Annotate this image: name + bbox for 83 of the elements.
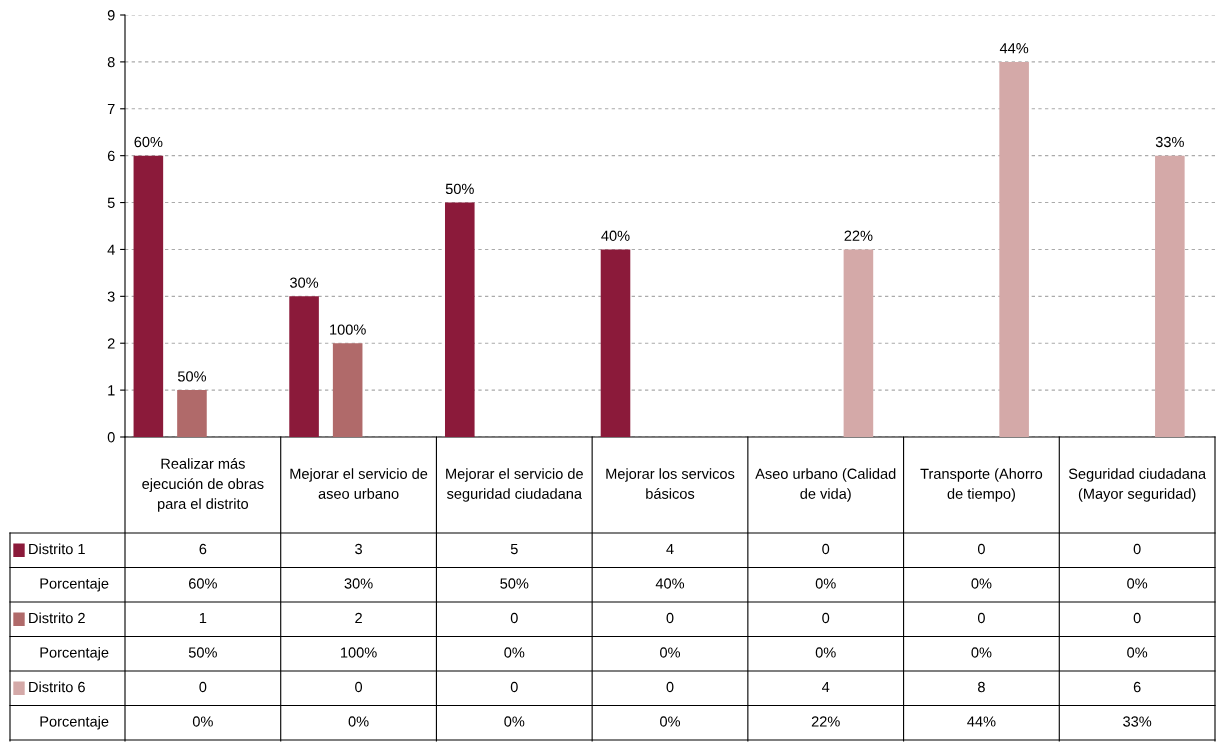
data-label: 0 <box>822 612 830 624</box>
data-label: 0 <box>199 681 207 693</box>
x-tick-label: Transporte (Ahorro de tiempo) <box>920 468 1043 502</box>
annotation: 50% <box>445 183 474 195</box>
data-label: 2 <box>355 612 362 624</box>
text: Porcentaje <box>40 646 109 661</box>
text: 0% <box>660 716 681 727</box>
annotation: 60% <box>134 136 163 148</box>
text: 0% <box>192 716 213 727</box>
x-tick-label: Realizar más ejecución de obras para el distrito <box>142 457 264 512</box>
legend-label: Distrito 6 <box>29 681 85 693</box>
bar <box>332 343 363 437</box>
x-tick-label: Aseo urbano (Calidad de vida) <box>755 468 896 502</box>
text: 0% <box>504 647 525 658</box>
legend-label: Distrito 1 <box>29 543 85 555</box>
legend-label: Distrito 2 <box>29 612 85 624</box>
data-label: 0 <box>355 681 363 693</box>
text: 50% <box>500 578 529 589</box>
bar <box>843 249 874 437</box>
data-label: 0 <box>666 612 674 624</box>
bar <box>1155 155 1185 437</box>
text: 0% <box>348 716 369 727</box>
data-label: 1 <box>199 612 207 624</box>
y-tick-label: 1 <box>108 385 115 396</box>
bar <box>444 202 475 437</box>
y-tick-label: 5 <box>107 197 115 208</box>
text: 0% <box>971 647 992 658</box>
y-tick-label: 6 <box>107 150 115 162</box>
data-label: 8 <box>978 681 985 693</box>
text: 0% <box>971 578 992 589</box>
text: 22% <box>811 716 840 727</box>
text: 40% <box>655 578 685 589</box>
data-label: 5 <box>510 543 518 555</box>
y-tick-label: 7 <box>107 104 115 115</box>
text: 0% <box>504 716 525 727</box>
y-tick-label: 2 <box>107 338 115 349</box>
data-label: 0 <box>510 612 518 624</box>
data-label: 0 <box>1133 543 1141 555</box>
y-tick-label: 3 <box>107 291 115 302</box>
data-label: 3 <box>355 543 362 555</box>
text: 30% <box>344 578 373 589</box>
y-tick-label: 8 <box>107 56 115 68</box>
annotation: 30% <box>290 277 319 288</box>
annotation: 50% <box>177 371 207 382</box>
text: 0% <box>660 647 681 658</box>
annotation: 44% <box>999 43 1029 54</box>
text: Porcentaje <box>40 577 109 592</box>
bar <box>600 249 631 437</box>
data-label: 6 <box>1133 681 1141 693</box>
y-tick-label: 9 <box>107 10 115 21</box>
x-tick-label: Mejorar los servicos básicos <box>606 468 735 499</box>
data-label: 0 <box>666 681 674 693</box>
text: 0% <box>1127 647 1148 658</box>
y-tick-label: 4 <box>107 244 115 255</box>
text: 0% <box>815 578 836 589</box>
text: 0% <box>1127 578 1148 589</box>
bar <box>289 296 319 437</box>
data-label: 4 <box>821 681 830 693</box>
text: Porcentaje <box>40 715 109 730</box>
data-label: 0 <box>977 612 985 624</box>
bar <box>177 390 207 437</box>
text: 33% <box>1123 716 1152 727</box>
data-label: 0 <box>1133 612 1141 624</box>
text: 50% <box>188 647 217 658</box>
annotation: 40% <box>601 230 630 241</box>
annotation: 33% <box>1155 136 1184 148</box>
x-tick-label: Seguridad ciudadana (Mayor seguridad) <box>1068 468 1207 502</box>
data-label: 0 <box>977 543 985 555</box>
y-tick-label: 0 <box>107 432 115 443</box>
data-label: 6 <box>199 543 207 555</box>
text: 60% <box>189 578 217 589</box>
data-label: 0 <box>510 681 518 693</box>
bar <box>133 155 164 437</box>
text: 44% <box>967 716 996 727</box>
data-label: 0 <box>822 543 830 555</box>
data-label: 4 <box>666 543 674 555</box>
annotation: 22% <box>844 230 873 241</box>
text: 0% <box>815 647 836 658</box>
x-tick-label: Mejorar el servicio de seguridad ciudadana <box>446 468 583 502</box>
bar <box>999 61 1029 437</box>
text: 100% <box>341 647 377 658</box>
annotation: 100% <box>330 324 366 335</box>
x-tick-label: Mejorar el servicio de aseo urbano <box>290 468 428 499</box>
